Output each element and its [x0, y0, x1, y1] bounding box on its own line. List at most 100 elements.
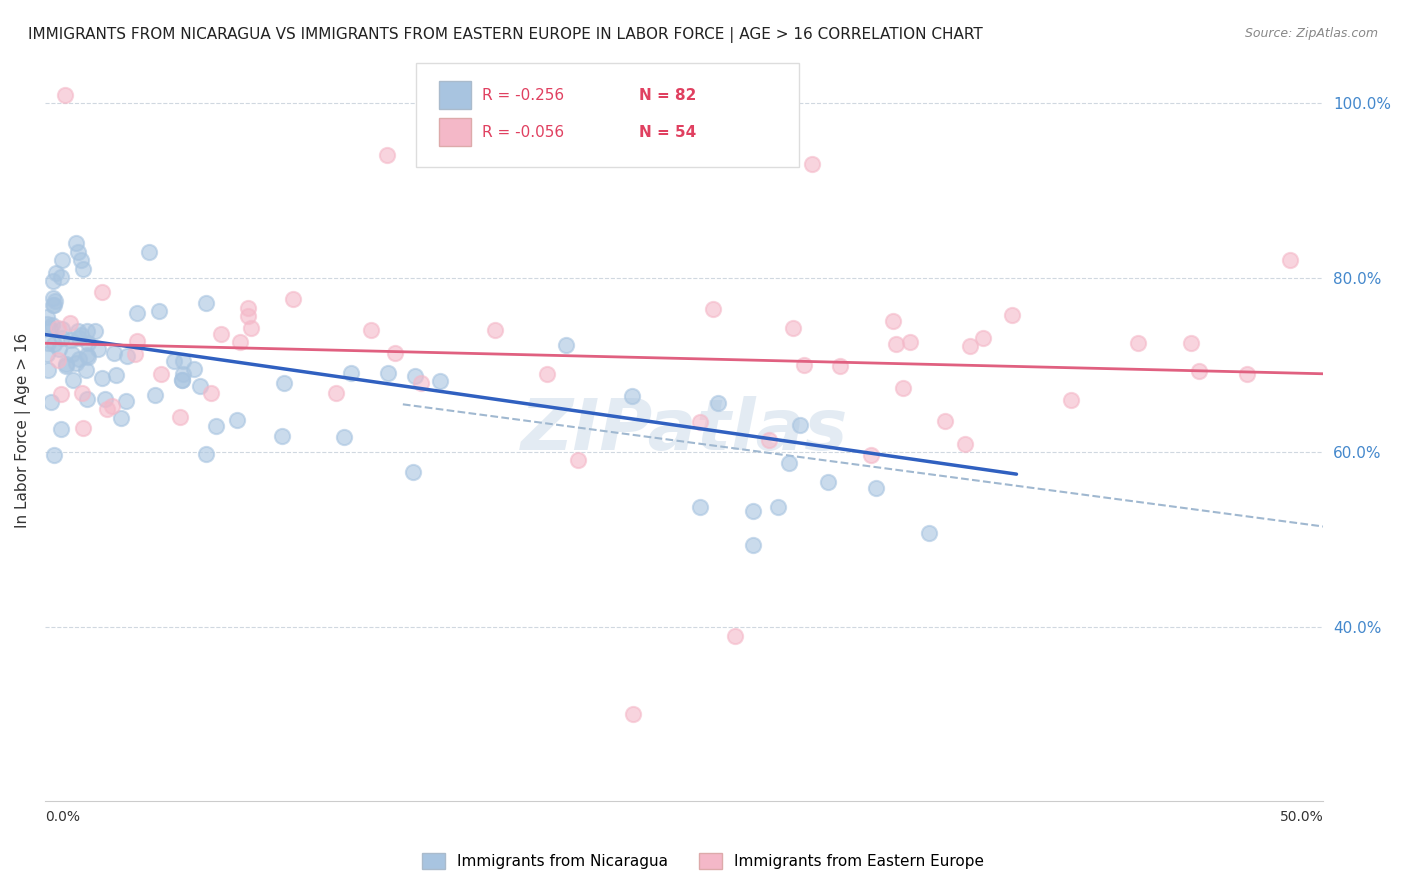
- Point: [115, 394, 138, 409]
- Point: [817, 475, 839, 489]
- Point: [49, 387, 72, 401]
- Point: [170, 373, 193, 387]
- Point: [188, 379, 211, 393]
- Point: [65, 356, 87, 370]
- Point: [1236, 367, 1258, 381]
- Point: [484, 323, 506, 337]
- Point: [51, 322, 73, 336]
- Y-axis label: In Labor Force | Age > 16: In Labor Force | Age > 16: [15, 333, 31, 528]
- Point: [41, 298, 63, 312]
- Point: [44, 298, 66, 312]
- Point: [429, 375, 451, 389]
- Point: [172, 354, 194, 368]
- Point: [39, 394, 62, 409]
- Point: [127, 306, 149, 320]
- Point: [411, 376, 433, 391]
- Point: [325, 386, 347, 401]
- Text: N = 82: N = 82: [640, 87, 697, 103]
- Point: [865, 481, 887, 495]
- Point: [62, 373, 84, 387]
- Point: [766, 500, 789, 514]
- Point: [37, 310, 59, 324]
- Point: [884, 337, 907, 351]
- Point: [229, 334, 252, 349]
- Point: [38, 321, 60, 335]
- Point: [741, 504, 763, 518]
- Point: [689, 500, 711, 514]
- Point: [830, 359, 852, 374]
- Point: [567, 453, 589, 467]
- Text: 0.0%: 0.0%: [45, 810, 80, 824]
- Point: [76, 392, 98, 407]
- Point: [404, 368, 426, 383]
- Text: N = 54: N = 54: [640, 125, 696, 140]
- Point: [59, 316, 82, 330]
- Point: [283, 292, 305, 306]
- Point: [194, 447, 217, 461]
- Point: [882, 314, 904, 328]
- Point: [934, 414, 956, 428]
- Point: [103, 346, 125, 360]
- Point: [742, 538, 765, 552]
- Point: [37, 317, 59, 331]
- Point: [149, 367, 172, 381]
- Point: [125, 334, 148, 348]
- Point: [200, 385, 222, 400]
- Point: [96, 402, 118, 417]
- Point: [536, 367, 558, 381]
- Point: [707, 395, 730, 409]
- Point: [37, 363, 59, 377]
- Point: [53, 87, 76, 102]
- Point: [75, 363, 97, 377]
- Point: [59, 333, 82, 347]
- Point: [115, 350, 138, 364]
- Point: [49, 422, 72, 436]
- Point: [101, 399, 124, 413]
- Point: [48, 342, 70, 356]
- Point: [621, 707, 644, 722]
- Point: [90, 371, 112, 385]
- Point: [124, 347, 146, 361]
- Point: [789, 417, 811, 432]
- Point: [70, 327, 93, 342]
- Text: Source: ZipAtlas.com: Source: ZipAtlas.com: [1244, 27, 1378, 40]
- Point: [55, 359, 77, 373]
- Point: [163, 354, 186, 368]
- Point: [918, 526, 941, 541]
- Point: [384, 346, 406, 360]
- Text: R = -0.256: R = -0.256: [482, 87, 564, 103]
- Point: [554, 338, 576, 352]
- Point: [148, 304, 170, 318]
- Point: [77, 350, 100, 364]
- Point: [377, 366, 399, 380]
- Point: [51, 331, 73, 345]
- Point: [238, 309, 260, 323]
- Point: [758, 433, 780, 447]
- Point: [44, 293, 66, 308]
- Point: [49, 270, 72, 285]
- Point: [45, 266, 67, 280]
- Text: 50.0%: 50.0%: [1279, 810, 1323, 824]
- Point: [859, 448, 882, 462]
- Point: [37, 347, 59, 361]
- Bar: [439, 81, 471, 110]
- Point: [83, 324, 105, 338]
- Point: [138, 244, 160, 259]
- Point: [67, 324, 90, 338]
- Point: [143, 388, 166, 402]
- Point: [891, 380, 914, 394]
- Text: R = -0.056: R = -0.056: [482, 125, 564, 140]
- Point: [42, 291, 65, 305]
- Point: [183, 362, 205, 376]
- Point: [67, 244, 90, 259]
- Point: [205, 419, 228, 434]
- Point: [620, 389, 643, 403]
- Point: [1279, 253, 1302, 268]
- Point: [72, 262, 94, 277]
- Point: [195, 296, 218, 310]
- Point: [972, 330, 994, 344]
- Point: [689, 415, 711, 429]
- Point: [67, 351, 90, 366]
- Point: [1128, 336, 1150, 351]
- Point: [273, 376, 295, 390]
